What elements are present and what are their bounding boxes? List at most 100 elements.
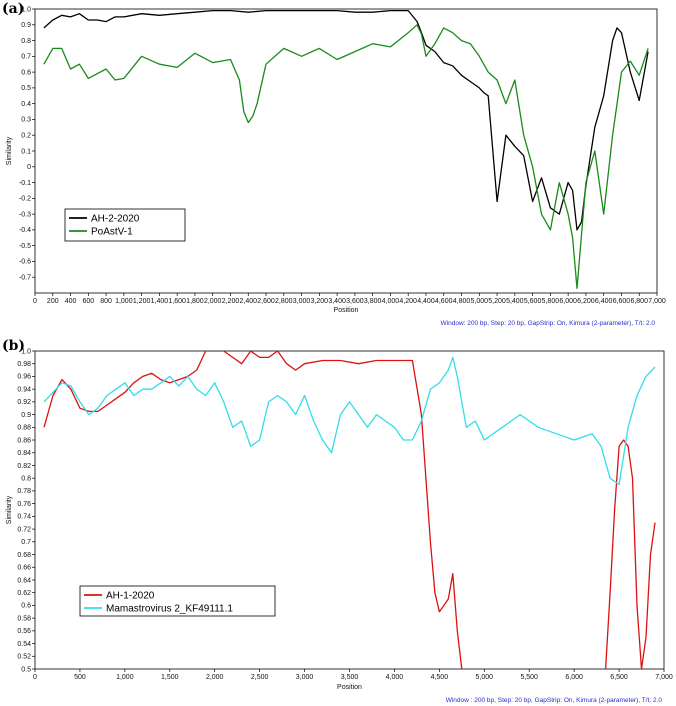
x-tick-label: 800 bbox=[100, 298, 112, 305]
x-tick-label: 2,500 bbox=[251, 674, 269, 681]
series-line-ah-1-2020 bbox=[43, 351, 463, 669]
y-tick-label: 0.86 bbox=[17, 437, 31, 444]
x-tick-label: 6,400 bbox=[595, 298, 613, 305]
x-tick-label: 600 bbox=[82, 298, 94, 305]
y-tick-label: 0.7 bbox=[21, 539, 31, 546]
y-tick-label: 0.2 bbox=[21, 133, 31, 140]
y-tick-label: 0.52 bbox=[17, 654, 31, 661]
y-tick-label: 0.62 bbox=[17, 590, 31, 597]
x-tick-label: 400 bbox=[65, 298, 77, 305]
legend-entry: PoAstV-1 bbox=[91, 227, 133, 238]
x-axis-label: Position bbox=[337, 684, 362, 691]
panel-label: (a) bbox=[2, 1, 24, 17]
y-tick-label: 0.4 bbox=[21, 101, 31, 108]
y-tick-label: 0.8 bbox=[21, 476, 31, 483]
x-tick-label: 4,600 bbox=[435, 298, 453, 305]
y-tick-label: 0.3 bbox=[21, 117, 31, 124]
x-tick-label: 5,400 bbox=[506, 298, 524, 305]
series-layer bbox=[43, 9, 649, 289]
x-tick-label: 1,000 bbox=[115, 298, 133, 305]
legend-box bbox=[79, 585, 276, 617]
x-tick-label: 1,000 bbox=[116, 674, 134, 681]
x-axis-label: Position bbox=[334, 307, 359, 314]
y-tick-label: 0.82 bbox=[17, 463, 31, 470]
x-tick-label: 6,000 bbox=[559, 298, 577, 305]
x-tick-label: 3,800 bbox=[364, 298, 382, 305]
settings-footnote: Window : 200 bp, Step: 20 bp, GapStrip: … bbox=[446, 697, 663, 704]
y-tick-label: 0.58 bbox=[17, 615, 31, 622]
legend-box bbox=[64, 208, 186, 242]
y-tick-label: 0.68 bbox=[17, 552, 31, 559]
x-tick-label: 4,400 bbox=[417, 298, 435, 305]
y-tick-label: -0.2 bbox=[19, 196, 31, 203]
x-tick-label: 2,000 bbox=[206, 674, 224, 681]
y-tick-label: 0.54 bbox=[17, 641, 31, 648]
x-tick-label: 0 bbox=[33, 298, 37, 305]
x-tick-label: 4,500 bbox=[431, 674, 449, 681]
y-tick-label: 0 bbox=[27, 164, 31, 171]
panel-a: 1.0 0.9 0.8 0.7 0.6 0.5 0.4 0.3 0.2 0.1 0 -0.1 -0.2 -… bbox=[2, 1, 666, 327]
x-tick-label: 2,200 bbox=[222, 298, 240, 305]
y-tick-label: 0.84 bbox=[17, 450, 31, 457]
x-tick-label: 6,200 bbox=[577, 298, 595, 305]
y-tick-label: 1.0 bbox=[21, 348, 31, 355]
x-tick-label: 5,000 bbox=[471, 298, 489, 305]
y-tick-label: 0.94 bbox=[17, 386, 31, 393]
x-tick-label: 5,200 bbox=[488, 298, 506, 305]
y-tick-label: -0.3 bbox=[19, 211, 31, 218]
x-tick-label: 1,200 bbox=[133, 298, 151, 305]
panel-label: (b) bbox=[2, 338, 25, 354]
y-tick-label: 1.0 bbox=[21, 6, 31, 13]
y-tick-label: 0.64 bbox=[17, 577, 31, 584]
plot-frame bbox=[34, 8, 658, 294]
series-line-ah-2-2020 bbox=[43, 9, 649, 231]
y-tick-label: 0.9 bbox=[21, 22, 31, 29]
legend: AH-2-2020 PoAstV-1 bbox=[64, 208, 186, 242]
y-axis-label: Similarity bbox=[6, 136, 13, 165]
x-tick-label: 7,000 bbox=[648, 298, 666, 305]
series-line-mamastrovirus-2-kf49111-1 bbox=[43, 356, 656, 486]
y-tick-label: 0.9 bbox=[21, 412, 31, 419]
y-tick-label: 0.76 bbox=[17, 501, 31, 508]
y-tick-label: 0.6 bbox=[21, 69, 31, 76]
y-tick-label: 0.8 bbox=[21, 38, 31, 45]
y-tick-label: 0.5 bbox=[21, 666, 31, 673]
y-tick-label: 0.78 bbox=[17, 488, 31, 495]
settings-footnote: Window: 200 bp, Step: 20 bp, GapStrip: O… bbox=[441, 320, 656, 327]
y-tick-label: -0.1 bbox=[19, 180, 31, 187]
x-tick-label: 1,400 bbox=[151, 298, 169, 305]
y-tick-label: -0.6 bbox=[19, 259, 31, 266]
x-tick-label: 6,800 bbox=[630, 298, 648, 305]
x-tick-label: 3,000 bbox=[296, 674, 314, 681]
plot-frame bbox=[34, 350, 665, 670]
x-tick-label: 4,200 bbox=[399, 298, 417, 305]
x-tick-label: 2,400 bbox=[239, 298, 257, 305]
y-tick-label: 0.98 bbox=[17, 361, 31, 368]
y-axis-label: Similarity bbox=[6, 495, 13, 524]
x-tick-label: 6,500 bbox=[610, 674, 628, 681]
y-tick-label: 0.88 bbox=[17, 425, 31, 432]
y-tick-label: -0.7 bbox=[19, 275, 31, 282]
x-tick-label: 4,000 bbox=[386, 674, 404, 681]
legend-entry: AH-2-2020 bbox=[91, 214, 140, 225]
x-tick-label: 7,000 bbox=[655, 674, 673, 681]
x-tick-label: 4,800 bbox=[453, 298, 471, 305]
legend: AH-1-2020 Mamastrovirus 2_KF49111.1 bbox=[79, 585, 276, 617]
x-tick-label: 3,400 bbox=[328, 298, 346, 305]
x-tick-label: 2,600 bbox=[257, 298, 275, 305]
y-tick-label: 0.66 bbox=[17, 565, 31, 572]
x-tick-label: 5,800 bbox=[542, 298, 560, 305]
x-tick-label: 6,600 bbox=[613, 298, 631, 305]
x-tick-label: 3,200 bbox=[311, 298, 329, 305]
x-tick-label: 2,000 bbox=[204, 298, 222, 305]
x-tick-label: 1,500 bbox=[161, 674, 179, 681]
x-tick-label: 2,800 bbox=[275, 298, 293, 305]
x-tick-label: 3,000 bbox=[293, 298, 311, 305]
x-tick-label: 200 bbox=[47, 298, 59, 305]
x-tick-label: 1,800 bbox=[186, 298, 204, 305]
y-tick-label: 0.72 bbox=[17, 526, 31, 533]
x-tick-label: 6,000 bbox=[565, 674, 583, 681]
series-line-ah-1-2020 bbox=[604, 439, 656, 669]
x-tick-label: 5,500 bbox=[520, 674, 538, 681]
